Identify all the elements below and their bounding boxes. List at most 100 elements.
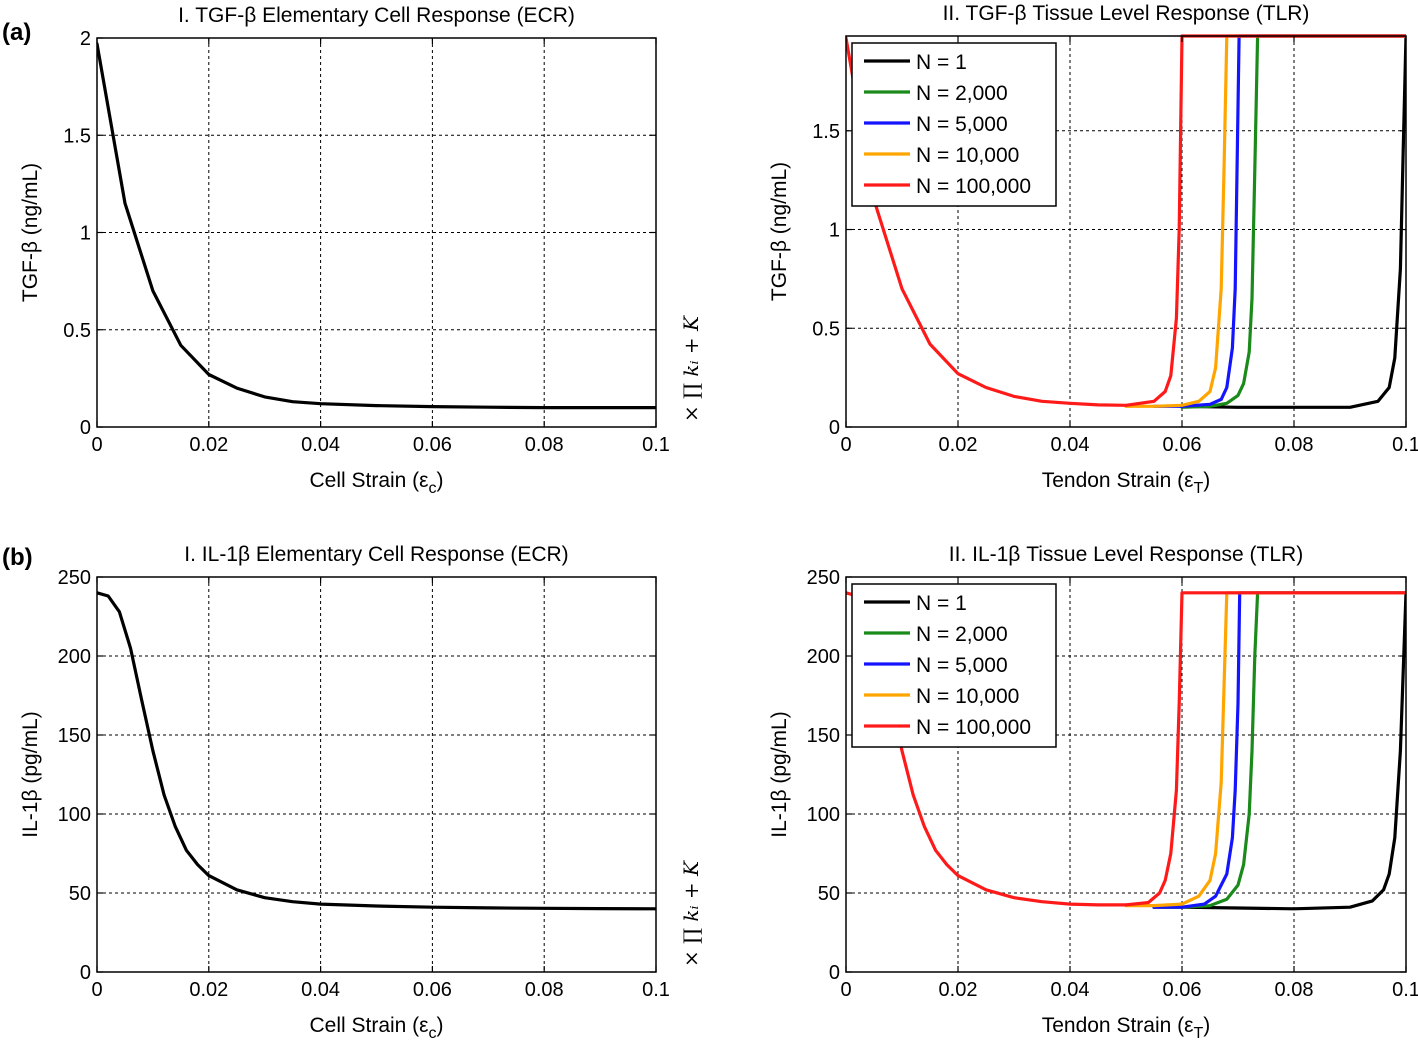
y-tick-label: 0	[829, 962, 840, 984]
series-line-ecr	[97, 591, 656, 911]
x-tick-label: 0	[840, 434, 851, 456]
x-axis-label: Tendon Strain (εT)	[1042, 1014, 1211, 1042]
series-line-n-5-000	[1152, 34, 1406, 408]
chart-b1: 0 0.02 0.04 0.06 0.08 0.1 0 50 100 150 200 250 I. IL…	[19, 543, 703, 1042]
axes-frame	[96, 576, 657, 973]
legend-entry-label: N = 100,000	[916, 716, 1031, 739]
x-tick-label: 0.08	[1275, 434, 1314, 456]
panel-label-b: (b)	[2, 544, 33, 571]
x-axis-label-main: Tendon Strain (ε	[1042, 1014, 1194, 1037]
legend-entry-label: N = 10,000	[916, 685, 1019, 708]
side-formula-annotation: × ∏ kᵢ + K	[679, 315, 703, 422]
x-axis-label-end: )	[1203, 469, 1210, 492]
y-tick-label: 250	[58, 567, 91, 589]
legend-entry-label: N = 1	[916, 592, 967, 615]
x-tick-label: 0.1	[642, 434, 670, 456]
legend-entry-label: N = 10,000	[916, 144, 1019, 167]
panel-label-a: (a)	[2, 19, 31, 46]
chart-a2: 0 0.02 0.04 0.06 0.08 0.1 0 0.5 1 1.5 II. TGF-β Ti…	[768, 2, 1418, 497]
series-line-n-5-000	[1152, 591, 1406, 909]
y-axis-label: TGF-β (ng/mL)	[19, 163, 42, 302]
y-tick-label: 0.5	[812, 318, 840, 340]
y-tick-label: 50	[818, 883, 840, 905]
series-line-n-1	[1152, 591, 1406, 911]
legend-entry-label: N = 2,000	[916, 82, 1008, 105]
chart-title: II. IL-1β Tissue Level Response (TLR)	[949, 543, 1303, 566]
x-axis-label: Tendon Strain (εT)	[1042, 469, 1211, 497]
x-axis-label: Cell Strain (εc)	[309, 469, 443, 497]
plot-area	[97, 38, 656, 427]
plot-area	[97, 577, 656, 972]
chart-title: I. TGF-β Elementary Cell Response (ECR)	[178, 4, 575, 27]
y-tick-label: 250	[807, 567, 840, 589]
x-tick-label: 0.08	[525, 434, 564, 456]
series-line-ecr	[97, 42, 656, 410]
y-tick-label: 0	[80, 417, 91, 439]
x-axis-label-sub: c	[429, 480, 437, 497]
y-tick-label: 2	[80, 28, 91, 50]
legend-entry-label: N = 5,000	[916, 113, 1008, 136]
chart-a1: 0 0.02 0.04 0.06 0.08 0.1 0 0.5 1 1.5 2 I. TGF-β El…	[19, 4, 703, 497]
x-tick-label: 0.02	[189, 434, 228, 456]
x-axis-label-sub: T	[1194, 1025, 1204, 1042]
x-tick-label: 0.02	[189, 979, 228, 1001]
x-axis-label-sub: T	[1194, 480, 1204, 497]
series-line-n-10-000	[1124, 591, 1406, 908]
x-tick-label: 0.04	[1051, 434, 1090, 456]
x-axis-label-main: Cell Strain (ε	[309, 1014, 428, 1037]
y-tick-label: 150	[58, 725, 91, 747]
x-tick-label: 0.08	[525, 979, 564, 1001]
x-tick-label: 0	[840, 979, 851, 1001]
x-axis-label-sub: c	[429, 1025, 437, 1042]
axes-frame	[845, 35, 1407, 428]
y-tick-label: 200	[58, 646, 91, 668]
y-tick-label: 100	[807, 804, 840, 826]
x-axis-label-main: Cell Strain (ε	[309, 469, 428, 492]
axes-frame	[845, 576, 1407, 973]
y-tick-label: 0	[80, 962, 91, 984]
x-axis-label-main: Tendon Strain (ε	[1042, 469, 1194, 492]
x-tick-label: 0.08	[1275, 979, 1314, 1001]
x-tick-label: 0.1	[642, 979, 670, 1001]
y-axis-label: IL-1β (pg/mL)	[19, 711, 42, 837]
x-tick-label: 0.02	[939, 979, 978, 1001]
x-tick-label: 0.04	[1051, 979, 1090, 1001]
x-tick-label: 0.06	[1163, 979, 1202, 1001]
y-tick-label: 1	[80, 223, 91, 245]
side-formula-annotation: × ∏ kᵢ + K	[679, 860, 703, 967]
y-tick-label: 1	[829, 220, 840, 242]
series-line-n-10-000	[1124, 34, 1406, 408]
chart-title: II. TGF-β Tissue Level Response (TLR)	[943, 2, 1310, 25]
legend-entry-label: N = 2,000	[916, 623, 1008, 646]
y-tick-label: 1.5	[63, 125, 91, 147]
y-axis-label: IL-1β (pg/mL)	[768, 711, 791, 837]
series-line-n-100-000	[846, 34, 1406, 407]
y-tick-label: 50	[69, 883, 91, 905]
y-tick-label: 100	[58, 804, 91, 826]
x-axis-label-end: )	[437, 1014, 444, 1037]
x-tick-label: 0.1	[1392, 434, 1418, 456]
x-tick-label: 0.06	[413, 979, 452, 1001]
x-axis-label-end: )	[1203, 1014, 1210, 1037]
y-tick-label: 150	[807, 725, 840, 747]
y-tick-label: 1.5	[812, 121, 840, 143]
x-tick-label: 0.06	[413, 434, 452, 456]
chart-b2: 0 0.02 0.04 0.06 0.08 0.1 0 50 100 150 200 250 II. I…	[768, 543, 1418, 1042]
chart-title: I. IL-1β Elementary Cell Response (ECR)	[184, 543, 568, 566]
x-tick-label: 0.06	[1163, 434, 1202, 456]
x-axis-label: Cell Strain (εc)	[309, 1014, 443, 1042]
y-tick-label: 0	[829, 417, 840, 439]
legend-entry-label: N = 100,000	[916, 175, 1031, 198]
x-tick-label: 0.04	[301, 979, 340, 1001]
y-tick-label: 200	[807, 646, 840, 668]
y-axis-label: TGF-β (ng/mL)	[768, 162, 791, 301]
x-tick-label: 0.04	[301, 434, 340, 456]
x-tick-label: 0	[91, 979, 102, 1001]
series-line-n-2-000	[1180, 34, 1406, 409]
x-tick-label: 0.1	[1392, 979, 1418, 1001]
x-tick-label: 0.02	[939, 434, 978, 456]
x-axis-label-end: )	[437, 469, 444, 492]
series-line-n-1	[1180, 34, 1406, 409]
y-tick-label: 0.5	[63, 320, 91, 342]
